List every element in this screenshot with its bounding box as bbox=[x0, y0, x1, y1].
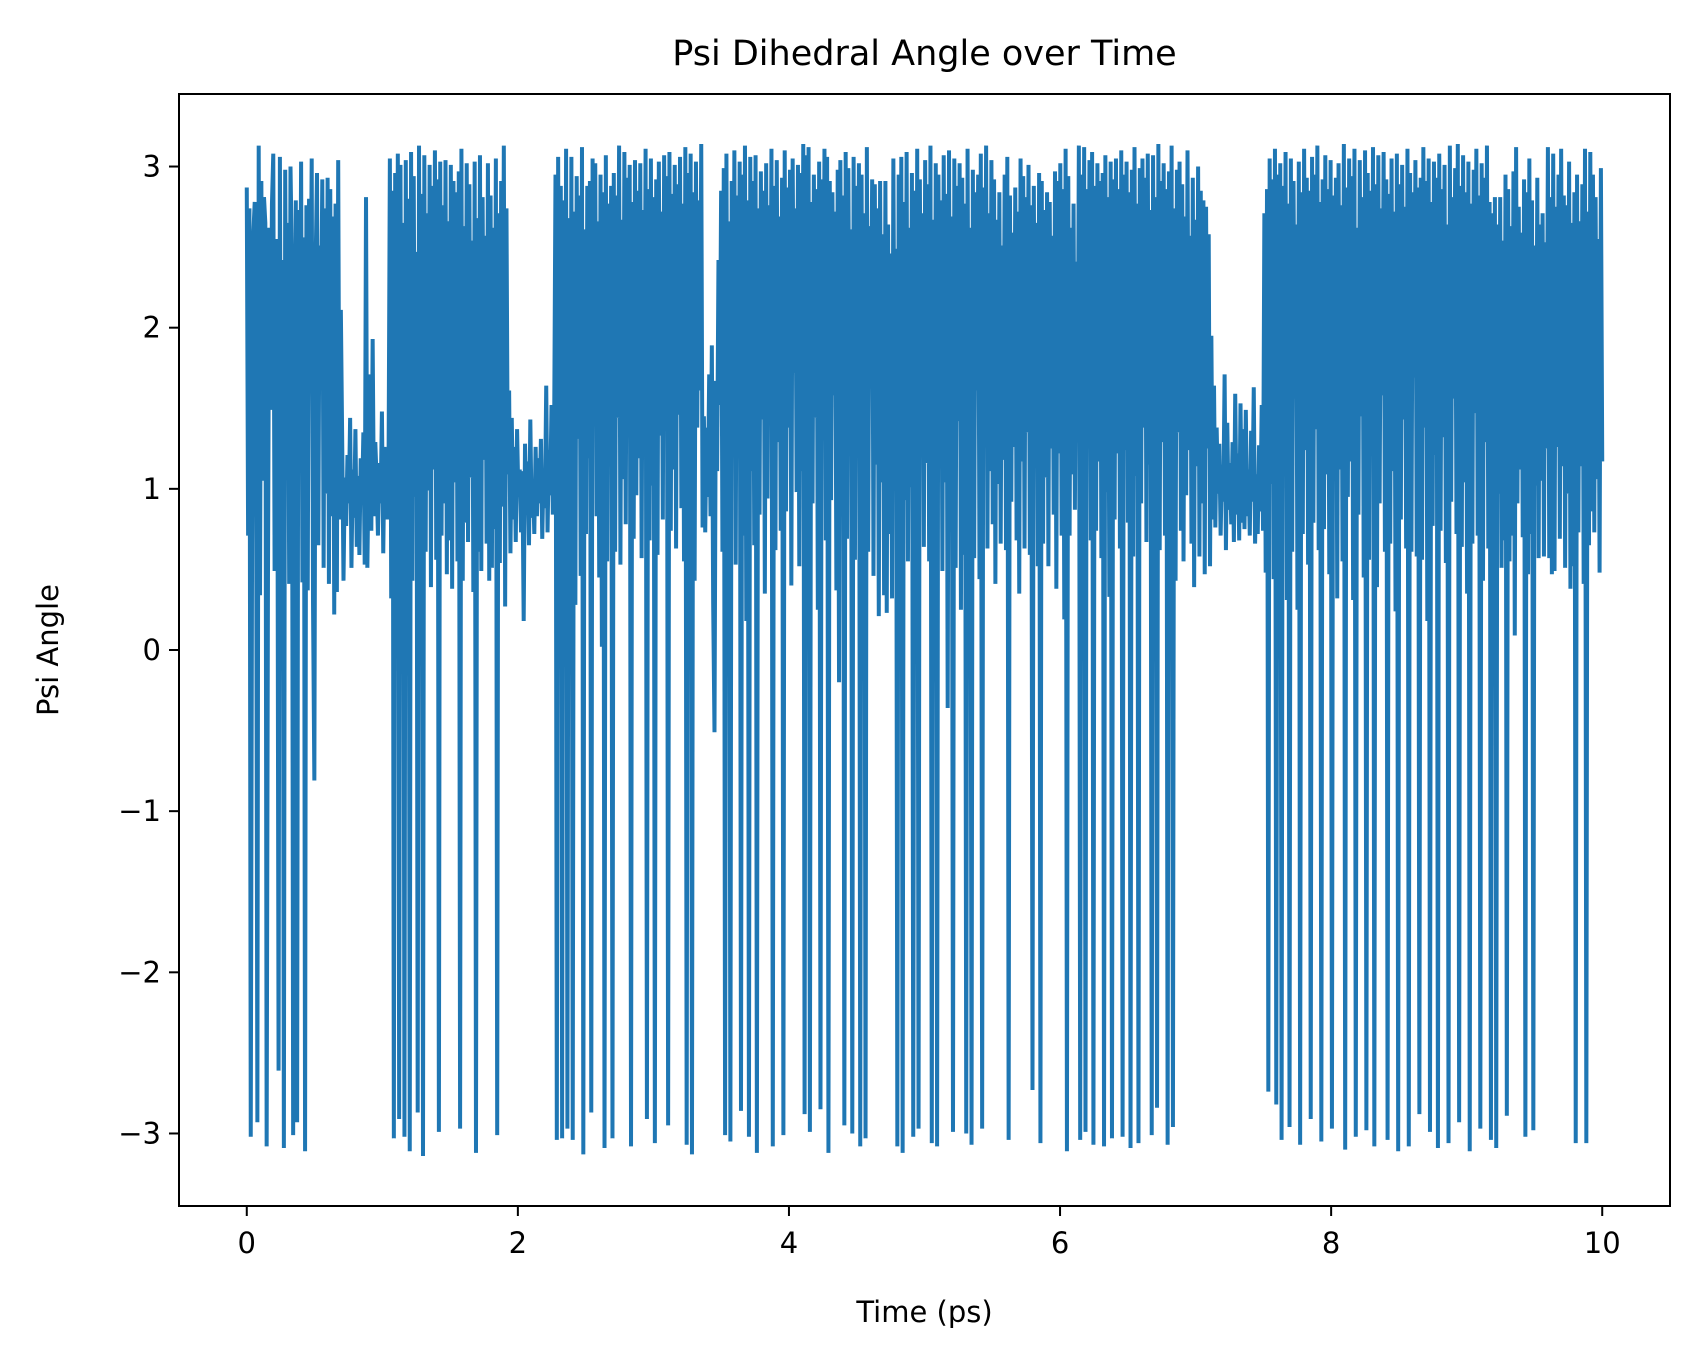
y-tick-label: 2 bbox=[143, 311, 161, 345]
y-tick-label: −3 bbox=[118, 1116, 161, 1150]
y-axis-ticks: −3 −2 −1 0 1 2 3 bbox=[118, 150, 179, 1150]
y-tick-label: 3 bbox=[143, 150, 161, 184]
y-tick-label: −1 bbox=[118, 794, 161, 828]
y-axis-label: Psi Angle bbox=[31, 584, 65, 716]
x-tick-label: 2 bbox=[509, 1226, 527, 1260]
y-tick-label: 0 bbox=[143, 633, 161, 667]
x-tick-label: 10 bbox=[1584, 1226, 1621, 1260]
x-axis-label: Time (ps) bbox=[855, 1295, 992, 1329]
x-tick-label: 8 bbox=[1322, 1226, 1340, 1260]
x-tick-label: 4 bbox=[780, 1226, 798, 1260]
y-tick-label: −2 bbox=[118, 955, 161, 989]
plot-frame bbox=[178, 93, 1671, 1207]
chart-title: Psi Dihedral Angle over Time bbox=[672, 34, 1176, 74]
y-tick-label: 1 bbox=[143, 472, 161, 506]
x-axis-ticks: 0 2 4 6 8 10 bbox=[238, 1206, 1621, 1260]
x-tick-label: 6 bbox=[1051, 1226, 1069, 1260]
x-tick-label: 0 bbox=[238, 1226, 256, 1260]
series-layer bbox=[244, 143, 1605, 1157]
series-line-0 bbox=[244, 143, 1605, 1157]
